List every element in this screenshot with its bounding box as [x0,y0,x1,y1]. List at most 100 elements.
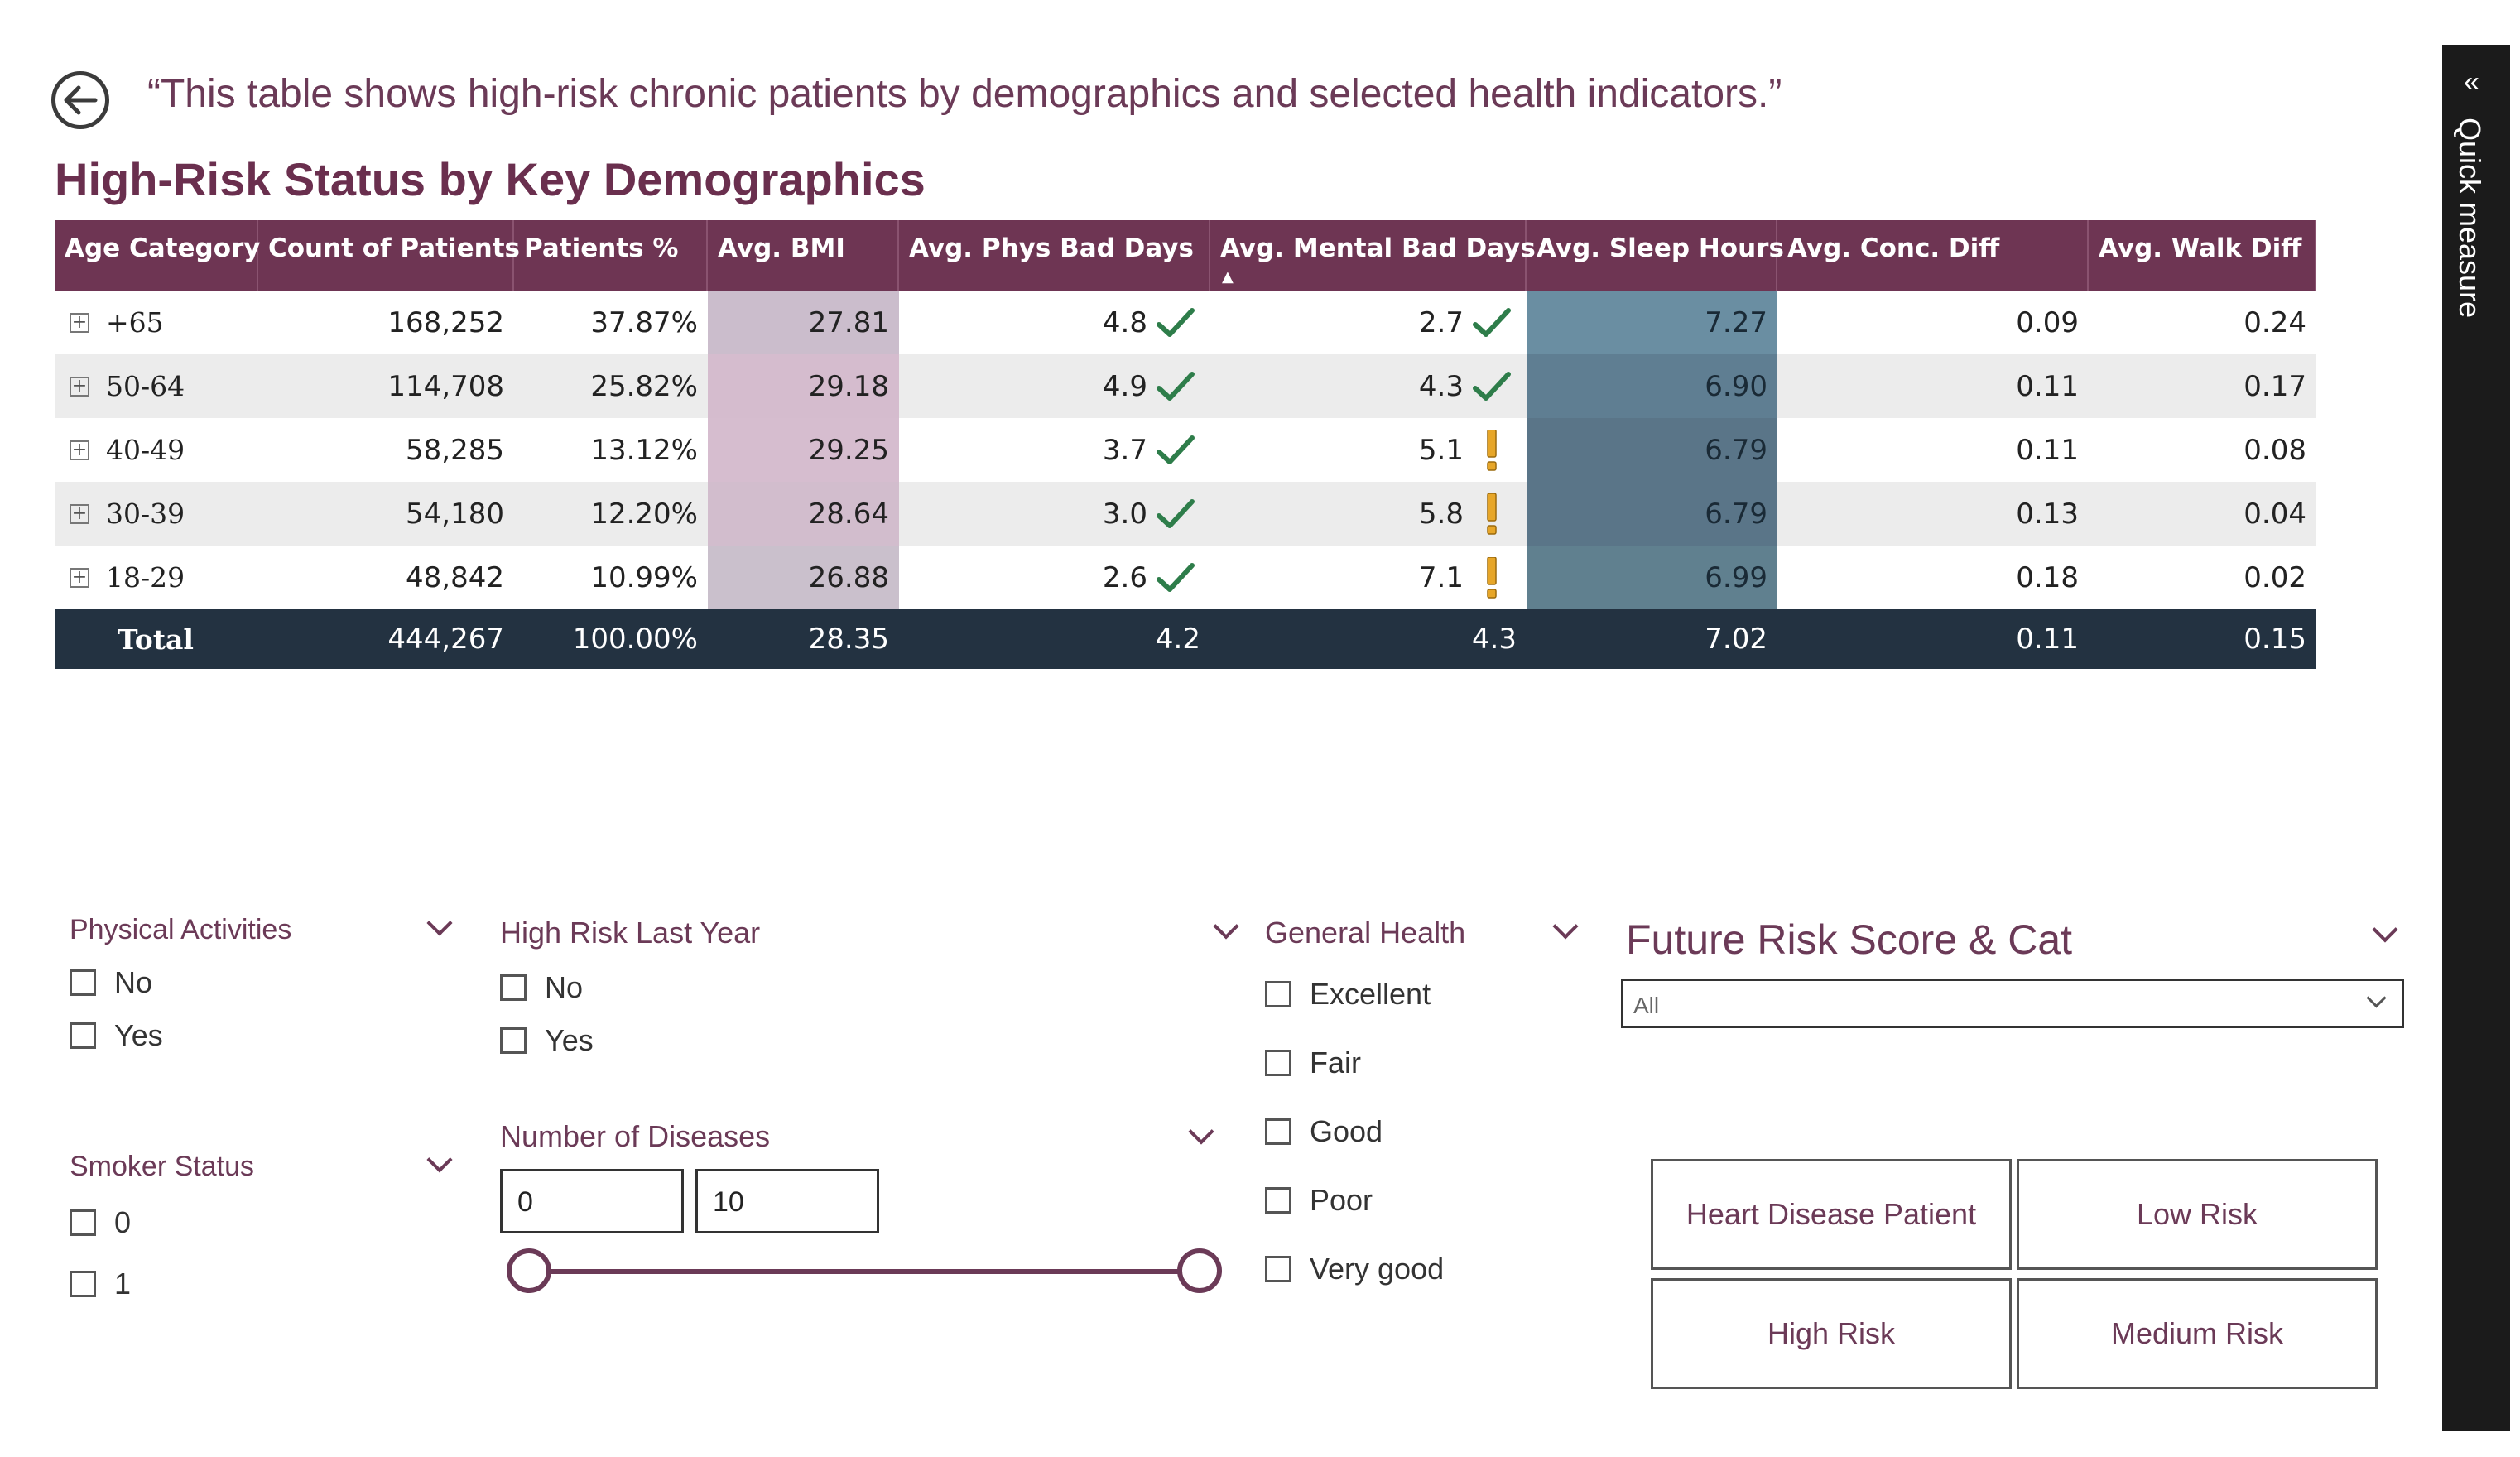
checkbox[interactable] [1265,981,1291,1007]
chevron-down-icon[interactable] [1213,913,1239,940]
expand-icon[interactable]: + [70,503,89,524]
col-header-sleep[interactable]: Avg. Sleep Hours [1527,220,1784,291]
col-header-phys[interactable]: Avg. Phys Bad Days [899,220,1210,291]
mental-value: 5.8 [1418,497,1464,531]
mental-bad-days-cell: 5.1 [1210,418,1527,482]
sleep-hours-cell: 6.90 [1527,354,1777,418]
bmi-cell: 28.64 [708,482,899,546]
checkbox[interactable] [500,1027,527,1054]
page-title: High-Risk Status by Key Demographics [55,153,926,205]
conc-diff-cell: 0.11 [2016,433,2079,467]
expand-icon[interactable]: + [70,312,89,333]
chevron-down-icon [2366,988,2387,1008]
total-phys: 4.2 [1155,623,1200,656]
range-slider-min-handle[interactable] [507,1248,551,1293]
low-risk-button[interactable]: Low Risk [2017,1159,2378,1270]
checkbox[interactable] [1265,1187,1291,1214]
checkmark-icon [1467,370,1517,403]
pct-cell: 13.12% [590,433,698,467]
checkbox[interactable] [1265,1050,1291,1076]
phys-value: 4.8 [1102,305,1147,339]
sleep-hours-cell: 6.79 [1527,482,1777,546]
chevron-down-icon[interactable] [1188,1118,1214,1145]
diseases-max-input[interactable]: 10 [695,1169,879,1233]
expand-icon[interactable]: + [70,376,89,397]
smoker-option-1[interactable]: 1 [70,1267,131,1301]
col-header-walk[interactable]: Avg. Walk Diff [2089,220,2316,291]
total-conc: 0.11 [2016,623,2079,656]
chevron-down-icon[interactable] [1552,913,1579,940]
quick-measure-panel[interactable]: « Quick measure [2442,45,2510,1431]
general-option-very-good[interactable]: Very good [1265,1252,1444,1286]
future-risk-selected: All [1633,993,1660,1018]
pct-cell: 12.20% [590,497,698,531]
sleep-hours-cell: 6.79 [1527,418,1777,482]
age-category-cell[interactable]: + +65 [55,291,258,354]
chevron-down-icon[interactable] [426,1147,453,1173]
col-header-pct[interactable]: Patients % [514,220,708,291]
total-sleep: 7.02 [1705,623,1767,656]
arrow-left-icon [64,85,98,115]
table-total-row: Total 444,267 100.00% 28.35 4.2 4.3 7.02… [55,609,2316,669]
range-slider-max-handle[interactable] [1177,1248,1222,1293]
physical-option-yes[interactable]: Yes [70,1018,163,1053]
back-button[interactable] [51,71,109,129]
high-risk-option-no[interactable]: No [500,970,583,1005]
col-header-age[interactable]: Age Category [55,220,261,291]
checkbox[interactable] [500,974,527,1001]
age-category-cell[interactable]: +40-49 [55,418,258,482]
checkbox[interactable] [70,1271,96,1297]
diseases-min-input[interactable]: 0 [500,1169,684,1233]
chevron-down-icon[interactable] [426,910,453,936]
total-bmi: 28.35 [808,623,889,656]
checkbox[interactable] [1265,1118,1291,1145]
table-header-row: Age Category Count of Patients Patients … [55,220,2316,291]
total-mental: 4.3 [1471,623,1517,656]
col-header-count[interactable]: Count of Patients [258,220,520,291]
demographics-table: Age Category Count of Patients Patients … [55,220,2316,669]
chevron-down-icon[interactable] [2372,916,2398,943]
phys-value: 2.6 [1102,560,1147,594]
general-option-poor[interactable]: Poor [1265,1183,1373,1218]
future-risk-dropdown[interactable]: All [1621,979,2404,1028]
count-cell: 58,285 [406,433,504,467]
col-header-conc[interactable]: Avg. Conc. Diff [1777,220,2089,291]
bmi-cell: 29.25 [708,418,899,482]
mental-value: 4.3 [1418,369,1464,403]
checkmark-icon [1151,498,1200,531]
checkbox[interactable] [70,1022,96,1049]
physical-activities-title: Physical Activities [70,914,292,945]
checkbox[interactable] [70,969,96,996]
general-option-fair[interactable]: Fair [1265,1046,1361,1080]
pct-cell: 37.87% [590,305,698,339]
general-option-excellent[interactable]: Excellent [1265,977,1431,1012]
collapse-chevron-icon[interactable]: « [2464,66,2479,98]
medium-risk-button[interactable]: Medium Risk [2017,1278,2378,1389]
mental-bad-days-cell: 4.3 [1210,354,1527,418]
smoker-option-0[interactable]: 0 [70,1205,131,1240]
age-category-label: +65 [106,306,164,339]
checkbox[interactable] [1265,1256,1291,1282]
col-header-mental[interactable]: Avg. Mental Bad Days ▲ [1210,220,1536,291]
high-risk-last-year-title: High Risk Last Year [500,916,761,950]
phys-bad-days-cell: 4.8 [899,291,1210,354]
checkbox[interactable] [70,1209,96,1236]
expand-icon[interactable]: + [70,567,89,588]
high-risk-button[interactable]: High Risk [1651,1278,2012,1389]
heart-disease-patient-button[interactable]: Heart Disease Patient [1651,1159,2012,1270]
high-risk-option-yes[interactable]: Yes [500,1023,594,1058]
age-category-cell[interactable]: +30-39 [55,482,258,546]
count-cell: 114,708 [387,369,504,403]
bmi-cell: 26.88 [708,546,899,609]
count-cell: 168,252 [387,305,504,339]
warning-icon [1467,429,1517,471]
age-category-cell[interactable]: +50-64 [55,354,258,418]
age-category-cell[interactable]: +18-29 [55,546,258,609]
phys-value: 3.0 [1102,497,1147,531]
general-option-good[interactable]: Good [1265,1114,1383,1149]
col-header-bmi[interactable]: Avg. BMI [708,220,899,291]
range-slider-track[interactable] [530,1269,1200,1274]
physical-option-no[interactable]: No [70,965,152,1000]
expand-icon[interactable]: + [70,440,89,460]
walk-diff-cell: 0.08 [2243,433,2306,467]
